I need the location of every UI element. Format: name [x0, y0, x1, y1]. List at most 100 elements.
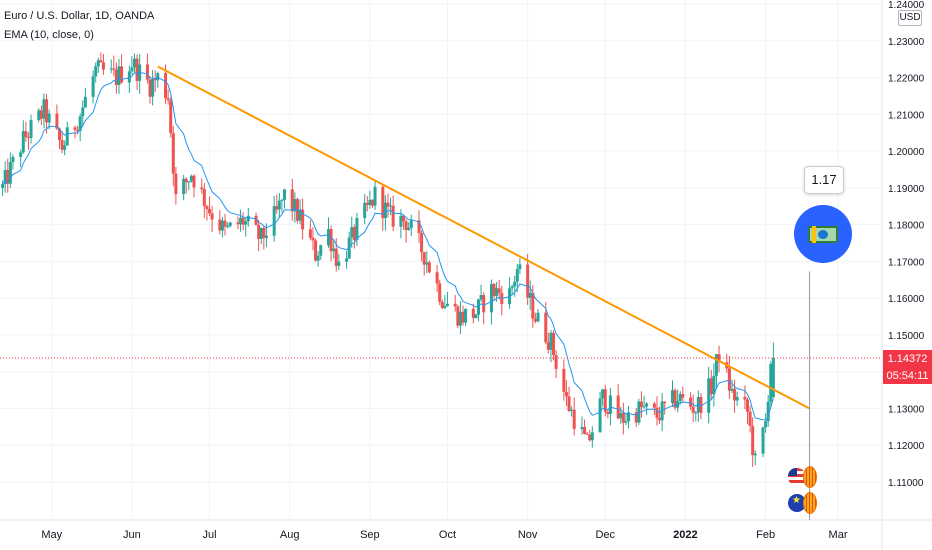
candle-body [458, 311, 462, 326]
candle-body [572, 409, 576, 429]
last-price-tag: 1.14372 [883, 350, 932, 368]
candle-body [567, 396, 571, 411]
candle-body [552, 332, 556, 355]
candle-body [293, 199, 297, 212]
target-circle[interactable] [794, 205, 852, 263]
candle-body [554, 354, 558, 369]
countdown-tag: 05:54:11 [883, 368, 932, 384]
candle-body [120, 66, 124, 83]
candle-body [438, 283, 442, 302]
candle-body [91, 76, 95, 97]
candle-body [764, 421, 768, 428]
candle-body [223, 220, 227, 227]
candle-body [404, 221, 408, 231]
candle-body [244, 221, 248, 225]
currency-label[interactable]: USD [898, 10, 922, 26]
money-icon [808, 226, 838, 243]
candle-body [510, 286, 514, 289]
candle-body [57, 128, 61, 141]
candle-body [627, 412, 631, 422]
time-tick-label: Nov [518, 529, 538, 541]
candle-body [1, 184, 5, 188]
candle-body [533, 318, 537, 322]
candle-body [101, 62, 105, 70]
candle-body [76, 129, 80, 131]
price-tick-label: 1.18000 [888, 221, 925, 232]
candle-body [766, 401, 770, 422]
candle-body [699, 396, 703, 413]
candle-body [391, 205, 395, 227]
candle-body [619, 412, 623, 419]
time-tick-label: 2022 [673, 529, 697, 541]
candle-body [761, 427, 765, 454]
candle-body [332, 248, 336, 252]
candle-body [368, 199, 372, 205]
candle-body [218, 219, 222, 231]
candle-body [479, 295, 483, 300]
candle-body [709, 378, 713, 395]
candle-body [717, 354, 721, 363]
candle-body [151, 78, 155, 97]
coins-icon [803, 492, 817, 514]
candle-body [228, 222, 232, 227]
candle-body [257, 224, 261, 240]
time-tick-label: Jun [123, 529, 141, 541]
candle-body [440, 301, 444, 308]
candle-body [453, 303, 457, 307]
candle-body [316, 255, 320, 261]
candle-body [389, 205, 393, 207]
candle-body [456, 306, 460, 326]
candle-body [518, 264, 522, 270]
chart-title: Euro / U.S. Dollar, 1D, OANDA [4, 10, 155, 22]
candle-body [681, 394, 685, 398]
candle-body [386, 202, 390, 207]
price-tick-label: 1.24000 [888, 0, 925, 11]
candle-body [401, 215, 405, 222]
candle-body [461, 311, 465, 323]
candle-body [425, 262, 429, 265]
candle-body [570, 409, 574, 411]
time-tick-label: Jul [202, 529, 216, 541]
candle-body [298, 209, 302, 221]
candle-body [171, 133, 175, 174]
candle-body [474, 314, 478, 318]
candle-body [678, 394, 682, 402]
time-tick-label: Oct [439, 529, 456, 541]
candle-body [114, 69, 118, 85]
candle-body [277, 200, 281, 210]
candle-body [670, 390, 674, 404]
candle-body [135, 58, 139, 81]
candle-body [769, 363, 773, 402]
candle-body [544, 312, 548, 343]
candle-body [21, 131, 25, 153]
candle-body [290, 189, 294, 212]
candle-body [109, 68, 113, 70]
price-tick-label: 1.20000 [888, 147, 925, 158]
candle-body [735, 396, 739, 401]
candle-body [399, 215, 403, 227]
candle-body [477, 299, 481, 315]
candle-body [3, 170, 7, 185]
candle-body [355, 218, 359, 240]
candle-body [182, 178, 186, 195]
candle-body [236, 222, 240, 225]
time-tick-label: Feb [756, 529, 775, 541]
candle-body [714, 354, 718, 376]
candle-body [676, 401, 680, 408]
candle-body [145, 64, 149, 80]
candle-body [365, 202, 369, 205]
candle-body [655, 407, 659, 418]
candle-body [673, 390, 677, 408]
target-price-label[interactable]: 1.17 [804, 166, 844, 194]
price-tick-label: 1.12000 [888, 441, 925, 452]
price-tick-label: 1.22000 [888, 74, 925, 85]
time-tick-label: Mar [829, 529, 848, 541]
candle-body [208, 209, 212, 214]
candle-body [81, 107, 85, 117]
price-tick-label: 1.15000 [888, 331, 925, 342]
candle-body [337, 261, 341, 266]
candle-body [174, 173, 178, 195]
candle-body [26, 137, 30, 139]
candle-body [156, 73, 160, 81]
